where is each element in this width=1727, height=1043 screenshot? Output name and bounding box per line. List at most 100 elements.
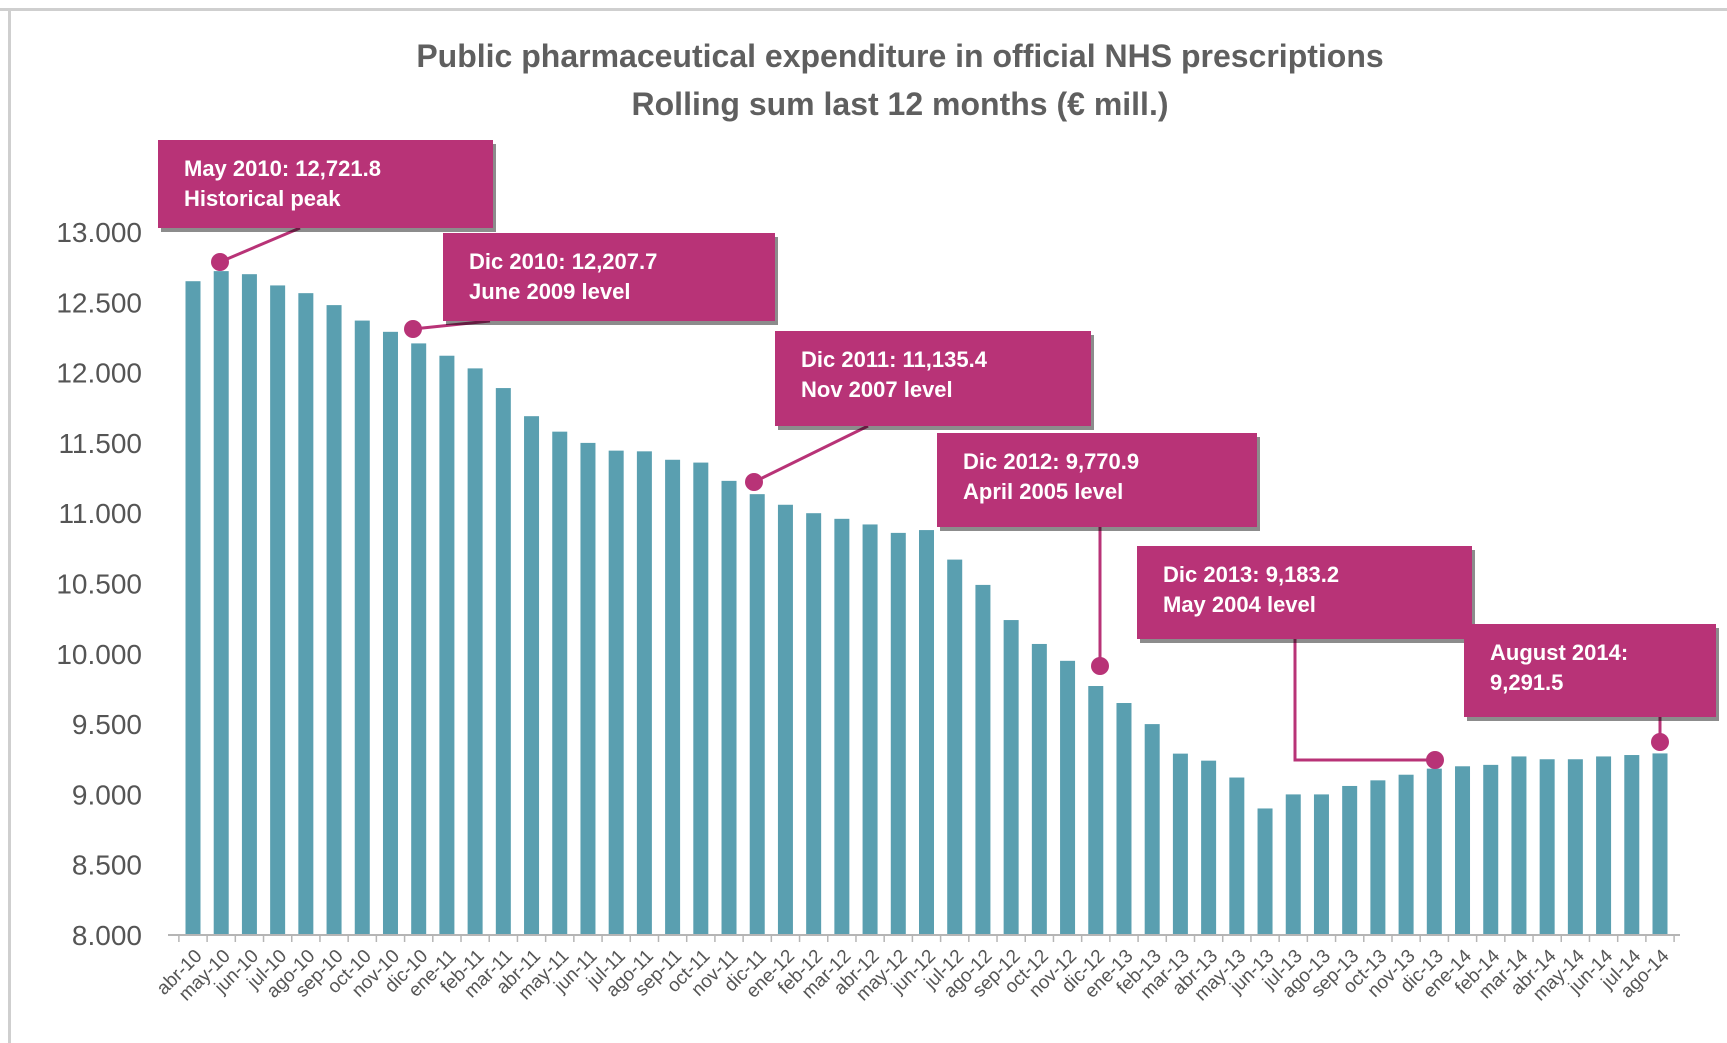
y-tick-label: 8.500 [72, 850, 142, 881]
y-tick-label: 13.000 [56, 217, 142, 248]
y-tick-label: 10.500 [56, 569, 142, 600]
annotation-line: April 2005 level [963, 479, 1124, 504]
bar [975, 584, 991, 935]
bar [1229, 777, 1245, 935]
annotation-line: Dic 2012: 9,770.9 [963, 449, 1140, 474]
callout-marker [1651, 733, 1669, 751]
annotation-line: Dic 2013: 9,183.2 [1163, 562, 1340, 587]
bar [552, 431, 568, 935]
callout-connector [412, 319, 491, 331]
annotation-callout: August 2014: 9,291.5 [1464, 624, 1716, 717]
annotation-callout: Dic 2011: 11,135.4 Nov 2007 level [775, 331, 1091, 426]
x-axis: abr-10may-10jun-10jul-10ago-10sep-10oct-… [153, 934, 1680, 1005]
bar [890, 532, 906, 935]
callout-marker [404, 320, 422, 338]
y-tick-label: 10.000 [56, 639, 142, 670]
annotation-callout: May 2010: 12,721.8 Historical peak [158, 140, 493, 228]
bar [1031, 643, 1047, 935]
bar [1398, 774, 1414, 935]
bar [1003, 620, 1019, 935]
bar [270, 285, 286, 936]
bar [1313, 794, 1329, 935]
bar [411, 343, 427, 936]
bar [1285, 794, 1301, 935]
bar [1342, 785, 1358, 935]
bar [495, 388, 511, 935]
chart-subtitle: Rolling sum last 12 months (€ mill.) [631, 86, 1169, 122]
bar [1567, 759, 1583, 935]
frame-border-left [8, 8, 11, 1043]
frame-border-top [0, 8, 1727, 11]
bar [636, 451, 652, 935]
bar [1370, 780, 1386, 935]
bar [1201, 760, 1217, 935]
y-tick-label: 9.500 [72, 709, 142, 740]
bar [665, 459, 681, 935]
bar [1116, 703, 1132, 935]
y-tick-label: 9.000 [72, 779, 142, 810]
y-tick-label: 11.000 [58, 498, 142, 529]
y-tick-label: 12.500 [56, 287, 142, 318]
bars [185, 271, 1668, 936]
annotation-line: August 2014: [1490, 640, 1629, 665]
annotation-line: Dic 2011: 11,135.4 [801, 347, 987, 372]
bar [439, 355, 455, 935]
callout-marker [211, 253, 229, 271]
chart-title: Public pharmaceutical expenditure in off… [416, 38, 1384, 74]
bar [1426, 768, 1442, 935]
annotation-line: 9,291.5 [1490, 670, 1564, 695]
bar [298, 293, 314, 935]
bar [524, 416, 540, 935]
bar [777, 504, 793, 935]
bar [1483, 764, 1499, 935]
bar [749, 494, 765, 935]
bar [721, 480, 737, 935]
bar [919, 530, 934, 935]
bar [580, 442, 596, 935]
bar [1511, 756, 1527, 935]
bar [608, 450, 624, 935]
bar [382, 331, 398, 935]
bar [1088, 686, 1104, 935]
annotation-callout: Dic 2013: 9,183.2 May 2004 level [1137, 546, 1472, 639]
y-tick-label: 12.000 [56, 358, 142, 389]
bar [1596, 756, 1612, 935]
y-tick-label: 8.000 [72, 920, 142, 951]
annotation-line: Nov 2007 level [801, 377, 953, 402]
bar [1172, 753, 1188, 935]
callout-connector [753, 424, 869, 484]
callout-marker [1426, 751, 1444, 769]
bar [1060, 660, 1076, 935]
callout-connector [219, 226, 301, 264]
bar [862, 524, 878, 935]
annotation-line: Dic 2010: 12,207.7 [469, 249, 658, 274]
bar [1144, 724, 1160, 935]
bar [1455, 766, 1471, 935]
callout-connectors [211, 226, 1669, 769]
bar [241, 274, 257, 935]
bar [834, 518, 850, 935]
annotation-line: May 2004 level [1163, 592, 1316, 617]
bar [1624, 755, 1640, 935]
bar [1257, 808, 1273, 935]
bar [1539, 759, 1555, 935]
callout-marker [1091, 657, 1109, 675]
bar [185, 281, 201, 936]
bar [326, 305, 342, 935]
y-tick-label: 11.500 [58, 428, 142, 459]
bar [693, 462, 709, 935]
bar [213, 271, 229, 935]
bar [947, 559, 963, 935]
bar [806, 513, 822, 935]
y-axis: 8.000 8.500 9.000 9.500 10.000 10.500 11.000 11… [56, 217, 142, 951]
callout-connector [1293, 639, 1435, 762]
bar [467, 368, 483, 936]
annotation-callout: Dic 2012: 9,770.9 April 2005 level [937, 433, 1257, 527]
annotation-line: Historical peak [184, 186, 341, 211]
annotation-line: May 2010: 12,721.8 [184, 156, 381, 181]
bar [1652, 753, 1668, 935]
annotation-callout: Dic 2010: 12,207.7 June 2009 level [443, 233, 775, 321]
callout-marker [745, 473, 763, 491]
